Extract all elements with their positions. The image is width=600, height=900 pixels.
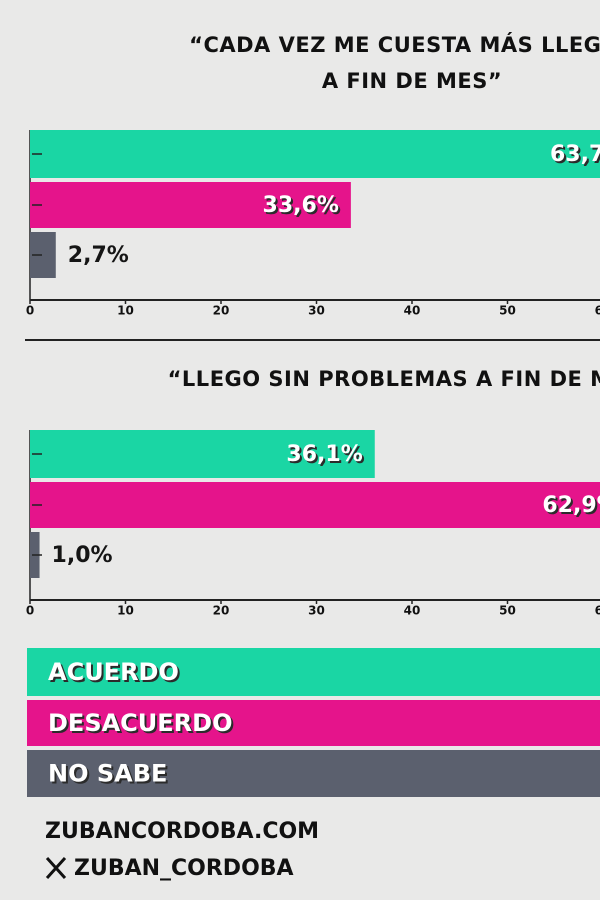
x-tick-label: 40	[404, 604, 421, 618]
chart-title: “CADA VEZ ME CUESTA MÁS LLEGAR	[189, 32, 600, 57]
x-tick-label: 50	[499, 604, 516, 618]
bar	[30, 182, 351, 228]
x-tick-label: 30	[308, 604, 325, 618]
value-label: 62,9%	[542, 493, 600, 518]
x-tick-label: 50	[499, 304, 516, 318]
legend-label: ACUERDO	[48, 658, 179, 686]
x-tick-label: 0	[26, 304, 34, 318]
chart-title: “LLEGO SIN PROBLEMAS A FIN DE MES”	[168, 367, 600, 391]
legend-label: NO SABE	[48, 760, 167, 788]
bar	[30, 130, 600, 178]
legend-swatch	[27, 700, 600, 746]
x-tick-label: 20	[213, 604, 230, 618]
footer-website: ZUBANCORDOBA.COM	[45, 819, 319, 844]
bar	[30, 482, 600, 528]
value-label: 63,7%	[550, 142, 600, 167]
x-tick-label: 40	[404, 304, 421, 318]
value-label: 1,0%	[52, 543, 113, 568]
chart-title: A FIN DE MES”	[322, 69, 502, 93]
legend-label: DESACUERDO	[48, 709, 232, 737]
value-label: 2,7%	[68, 243, 129, 268]
legend-swatch	[27, 750, 600, 797]
x-tick-label: 0	[26, 604, 34, 618]
value-label: 33,6%	[263, 193, 339, 218]
x-tick-label: 60	[595, 604, 600, 618]
legend-swatch	[27, 648, 600, 696]
x-tick-label: 20	[213, 304, 230, 318]
value-label: 36,1%	[286, 442, 362, 467]
bar	[30, 430, 375, 478]
x-tick-label: 10	[117, 304, 134, 318]
x-logo	[45, 856, 67, 880]
x-tick-label: 30	[308, 304, 325, 318]
x-tick-label: 10	[117, 604, 134, 618]
footer-handle: ZUBAN_CORDOBA	[74, 856, 294, 881]
x-tick-label: 60	[595, 304, 600, 318]
